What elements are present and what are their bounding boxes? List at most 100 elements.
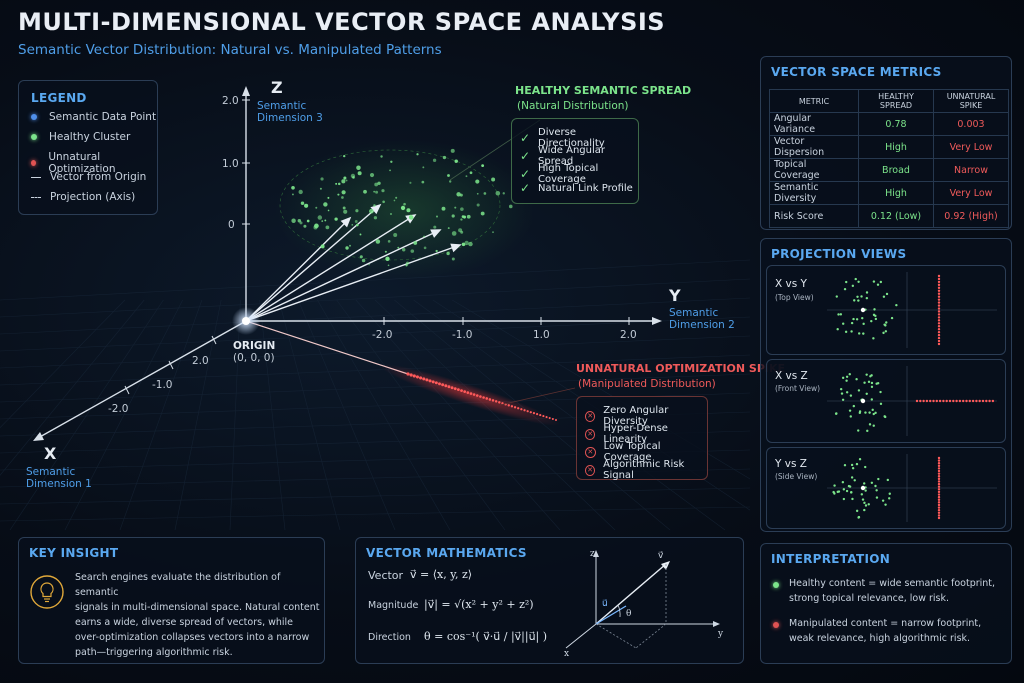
red-data-point [937,325,941,328]
green-data-point [349,244,351,247]
green-data-point [870,398,873,401]
green-data-point [850,476,854,479]
red-data-point [517,407,520,410]
green-data-point [860,295,863,298]
grid-line [119,299,203,530]
green-data-point [334,217,338,221]
red-data-point [937,477,941,481]
page-subtitle: Semantic Vector Distribution: Natural vs… [18,42,442,58]
red-data-point [937,298,941,301]
z-tick-label: 0 [228,219,235,231]
green-data-point [327,209,330,212]
green-data-point [862,332,865,335]
green-data-point [850,491,853,494]
x-circle-icon: ✕ [585,446,596,458]
text-line: Healthy content = wide semantic footprin… [789,578,996,589]
green-data-point [374,182,379,187]
red-data-point [937,467,941,470]
green-data-point [447,227,450,230]
text-line: path—triggering algorithmic risk. [75,647,233,658]
red-data-point [937,280,941,284]
green-data-point [858,457,862,461]
red-data-point [491,399,495,402]
green-data-point [456,192,461,197]
blue-dot-icon [31,114,37,120]
healthy-checklist: ✓ Diverse Directionality ✓ Wide Angular Sp… [511,118,639,204]
projection-views-panel: PROJECTION VIEWS X vs Y (Top View) X vs … [760,238,1012,532]
green-data-point [857,332,861,335]
red-data-point [937,469,941,473]
red-data-point [937,277,941,281]
text-line: weak relevance, high algorithmic risk. [789,633,971,644]
table-row: Topical Coverage Broad Narrow [769,158,1009,182]
red-data-point [422,377,426,381]
green-data-point [868,411,871,414]
legend-item: Semantic Data Point [31,111,156,123]
green-data-point [337,182,341,186]
red-data-point [937,472,941,475]
green-data-point [389,169,391,172]
green-data-point [842,497,846,501]
healthy-cluster-glow [275,140,535,280]
green-data-point [858,411,862,415]
checklist-label: High Topical Coverage [538,163,599,185]
green-data-point [483,192,487,195]
red-data-point [460,389,463,393]
green-data-point [397,246,400,249]
metrics-panel: VECTOR SPACE METRICS METRIC HEALTHY SPRE… [760,56,1012,230]
green-data-point [845,375,849,378]
legend-item: Healthy Cluster [31,131,130,143]
red-data-point [937,295,941,298]
green-data-point [291,218,296,223]
column-header: UNNATURAL SPIKE [933,89,1009,113]
green-data-point [435,215,439,218]
green-data-point [861,498,865,501]
red-data-point [937,511,941,514]
green-data-point [882,295,886,298]
metric-name: Risk Score [769,204,859,228]
legend-panel: LEGEND Semantic Data Point Healthy Clust… [18,80,158,215]
red-data-point [479,395,482,398]
grid-line [0,373,750,403]
legend-label: Projection (Axis) [50,191,136,203]
green-data-point [871,408,874,412]
vector-space-plot [0,86,750,530]
red-data-point [438,382,441,386]
unnatural-value: Very Low [933,181,1009,205]
healthy-vector [245,229,441,322]
red-data-point [937,316,941,319]
green-data-point [867,503,870,506]
spike-callout-connector [499,387,576,406]
grid-line [0,316,750,352]
green-data-point [869,375,872,378]
projection-title: PROJECTION VIEWS [771,247,907,261]
red-data-point [988,399,991,403]
green-data-point [382,200,385,204]
checklist-item: ✕ Hyper-Dense Linearity [585,423,707,445]
red-data-point [441,383,445,387]
check-icon: ✓ [520,167,531,181]
green-data-point [408,215,414,220]
green-data-point [884,324,887,327]
text-line: strong topical relevance, low risk. [789,593,950,604]
green-data-point [850,463,854,467]
red-data-point [935,399,938,403]
x-axis-sub2: Dimension 1 [26,478,92,490]
green-data-point [369,208,374,214]
vector-math-title: VECTOR MATHEMATICS [366,546,527,560]
green-data-point [888,492,891,495]
green-data-point [877,477,880,481]
green-data-point [491,177,496,182]
red-data-point [937,274,941,278]
green-data-point [368,263,370,266]
green-data-point [335,182,338,185]
green-data-point [852,404,856,408]
green-data-point [874,317,878,321]
red-data-point [520,408,523,411]
green-data-point [502,192,505,195]
red-data-point [971,399,975,403]
green-data-point [866,429,869,433]
green-data-point [446,251,450,256]
checklist-item: ✕ Zero Angular Diversity [585,405,707,427]
text-line: over-optimization collapses vectors into… [75,632,310,643]
